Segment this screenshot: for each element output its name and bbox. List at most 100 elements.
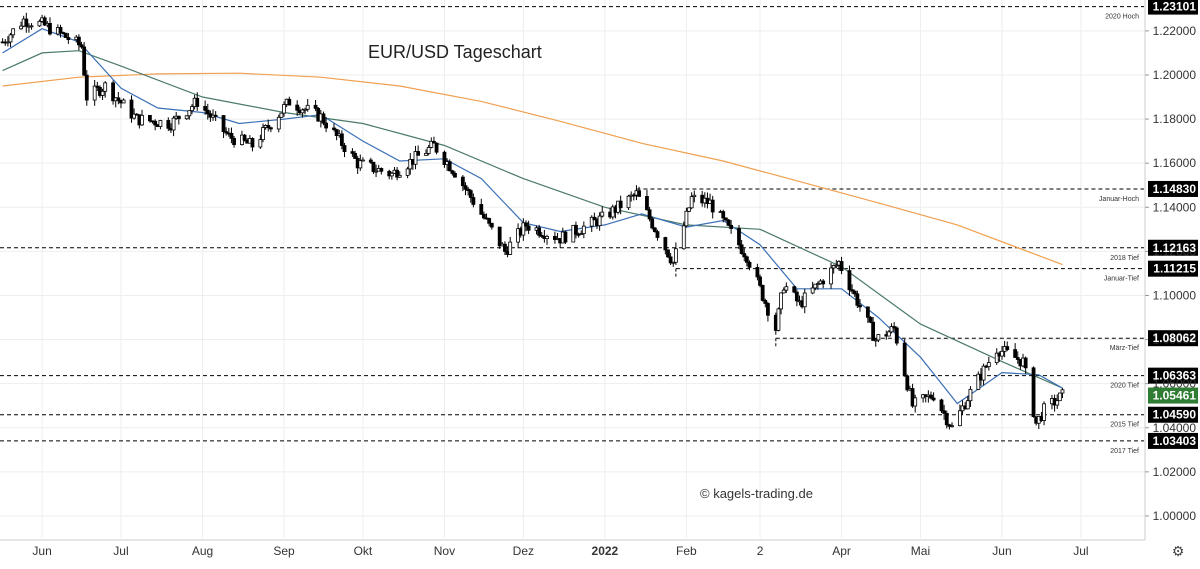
grid: [0, 0, 1144, 538]
level-label: 2018 Tief: [1110, 255, 1139, 262]
candle-body: [626, 195, 631, 209]
level-price-label: 1.23101: [1153, 0, 1197, 14]
y-tick-label: 1.02000: [1153, 465, 1197, 479]
candle-body: [195, 97, 200, 107]
candle-body: [600, 211, 605, 217]
candle-body: [563, 231, 568, 243]
candle-body: [481, 213, 486, 219]
candle-body: [666, 249, 670, 258]
level-label: Januar-Tief: [1104, 276, 1139, 283]
level-label: 2017 Tief: [1110, 448, 1139, 455]
candle-body: [526, 225, 531, 231]
y-tick-label: 1.12000: [1153, 244, 1197, 258]
candle-body: [910, 388, 915, 407]
x-tick-label: Mai: [911, 544, 930, 558]
candle-body: [497, 226, 502, 247]
candle-body: [229, 132, 234, 139]
level-price-label: 1.14830: [1153, 182, 1197, 196]
candle-body: [810, 287, 815, 294]
candle-body: [79, 44, 84, 48]
candle-body: [361, 159, 365, 162]
candle-body: [450, 170, 455, 174]
candle-body: [66, 37, 71, 40]
candle-body: [103, 82, 108, 92]
candle-body: [153, 120, 158, 126]
candle-body: [339, 133, 344, 146]
candle-body: [1000, 350, 1004, 357]
candle-body: [58, 27, 63, 33]
candle-body: [723, 217, 728, 221]
candle-body: [232, 138, 236, 145]
candle-body: [815, 283, 820, 286]
candle-body: [224, 131, 229, 134]
candle-body: [958, 410, 962, 427]
y-tick-label: 1.10000: [1153, 288, 1197, 302]
candle-body: [887, 331, 891, 337]
candle-body: [902, 342, 907, 377]
level-price-label: 1.03403: [1153, 434, 1197, 448]
candle-body: [574, 224, 578, 235]
candle-body: [873, 339, 878, 342]
candle-body: [389, 172, 394, 177]
candle-body: [1042, 403, 1046, 421]
candle-body: [324, 122, 329, 129]
candle-body: [650, 218, 655, 229]
level-price-tag: [1148, 0, 1198, 15]
candle-body: [287, 98, 292, 106]
candle-body: [5, 41, 10, 44]
candle-body: [553, 235, 557, 240]
candle-body: [589, 216, 594, 227]
candle-body: [871, 321, 876, 341]
candle-body: [1031, 367, 1036, 418]
candle-body: [631, 194, 636, 197]
candle-body: [213, 114, 218, 117]
candle-body: [652, 227, 657, 233]
candle-body: [545, 235, 549, 239]
gear-icon[interactable]: ⚙: [1171, 544, 1185, 560]
y-tick-label: 1.06000: [1153, 377, 1197, 391]
candle-body: [489, 222, 494, 228]
level-price-label: 1.06363: [1153, 369, 1197, 383]
candle-body: [931, 397, 936, 401]
candle-body: [850, 289, 854, 292]
candle-body: [692, 194, 697, 198]
price-axis-background: [1145, 0, 1200, 564]
candle-body: [300, 109, 305, 114]
candle-body: [684, 210, 689, 227]
candle-body: [913, 397, 918, 407]
candle-body: [663, 237, 668, 251]
candle-body: [279, 112, 284, 118]
candle-body: [447, 161, 452, 172]
candle-body: [42, 17, 47, 26]
candle-body: [132, 113, 137, 119]
candle-body: [671, 261, 676, 264]
x-tick-label: Dez: [513, 544, 534, 558]
candle-body: [166, 120, 171, 129]
candle-body: [353, 152, 357, 159]
candle-body: [758, 276, 762, 286]
x-tick-label: Okt: [354, 544, 373, 558]
y-tick-label: 1.20000: [1153, 68, 1197, 82]
candle-body: [140, 114, 144, 126]
candle-body: [397, 174, 402, 178]
candle-body: [266, 125, 271, 129]
candle-body: [618, 200, 623, 209]
candle-body: [342, 145, 347, 153]
candle-body: [847, 270, 852, 291]
candle-body: [965, 400, 970, 410]
candle-body: [784, 286, 789, 291]
candle-body: [426, 146, 431, 154]
candle-body: [466, 188, 471, 191]
candle-body: [295, 104, 300, 111]
y-tick-label: 1.18000: [1153, 112, 1197, 126]
candle-body: [829, 267, 833, 285]
candle-body: [981, 365, 986, 381]
candle-body: [876, 334, 881, 341]
candle-body: [171, 117, 176, 131]
level-price-tag: [1148, 432, 1198, 449]
candle-body: [744, 256, 749, 263]
candle-body: [508, 241, 513, 255]
x-tick-label: Jul: [113, 544, 128, 558]
candle-body: [968, 388, 973, 402]
